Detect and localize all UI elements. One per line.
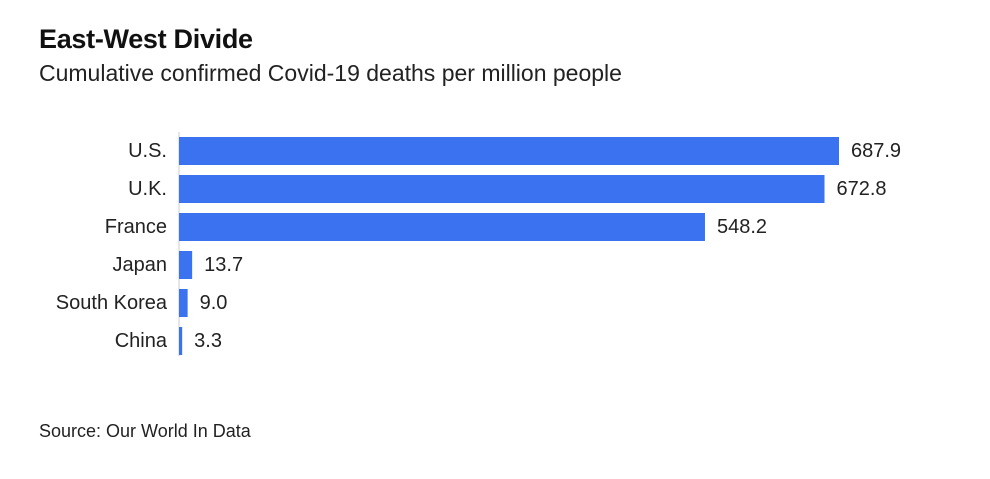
- bar: [179, 327, 183, 355]
- bar: [179, 289, 188, 317]
- value-label: 3.3: [194, 330, 222, 352]
- source-note: Source: Our World In Data: [39, 421, 251, 441]
- category-label: Japan: [113, 254, 168, 276]
- bar: [179, 175, 825, 203]
- bars-layer: U.S. 687.9 U.K. 672.8 France 548.2 Japan 13.7 So…: [56, 137, 901, 355]
- category-label: U.K.: [128, 178, 167, 200]
- value-label: 548.2: [717, 216, 767, 238]
- value-label: 672.8: [837, 178, 887, 200]
- chart-title: East-West Divide: [39, 24, 253, 54]
- value-label: 13.7: [204, 254, 243, 276]
- value-label: 9.0: [200, 292, 228, 314]
- category-label: South Korea: [56, 292, 168, 314]
- bar: [179, 137, 839, 165]
- category-label: France: [105, 216, 167, 238]
- category-label: U.S.: [128, 140, 167, 162]
- chart-subtitle: Cumulative confirmed Covid-19 deaths per…: [39, 60, 622, 86]
- value-label: 687.9: [851, 140, 901, 162]
- bar: [179, 251, 193, 279]
- category-label: China: [115, 330, 168, 352]
- bar: [179, 213, 705, 241]
